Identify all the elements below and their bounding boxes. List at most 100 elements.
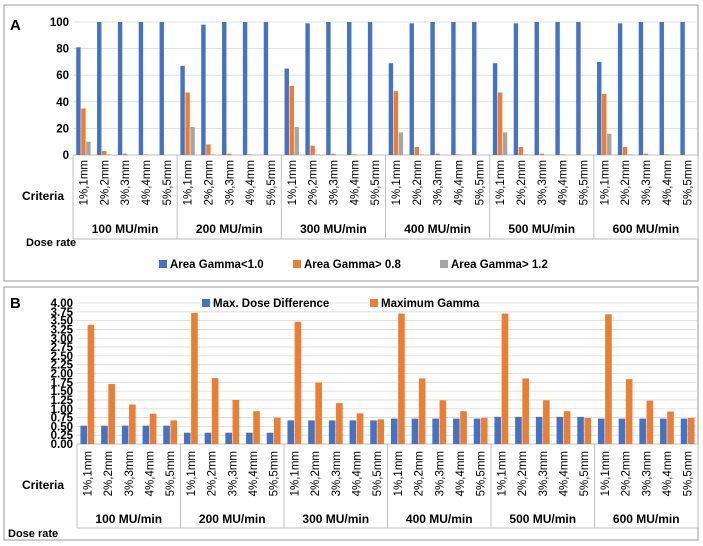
bar-area-gamma-1-2: [419, 154, 424, 155]
panel-b-frame: [3, 286, 699, 541]
bar-maximum-gamma: [191, 312, 198, 444]
bar-area-gamma-1-0: [138, 22, 144, 155]
x-criteria-label: 2%,2mm: [516, 160, 528, 205]
bar-max-dose-difference: [680, 418, 688, 444]
bar-max-dose-difference: [308, 420, 315, 444]
bar-area-gamma-1-0: [472, 22, 477, 155]
bar-area-gamma-1-0: [513, 23, 519, 155]
bar-area-gamma-0-8: [539, 153, 544, 155]
bar-maximum-gamma: [273, 417, 281, 444]
y-tick-label: 0.25: [51, 430, 74, 442]
bar-area-gamma-1-0: [367, 22, 373, 155]
x-criteria-label: 1%,1mm: [393, 451, 405, 496]
bar-area-gamma-1-0: [597, 61, 602, 155]
bar-area-gamma-1-0: [222, 22, 227, 155]
x-criteria-label: 1%,1mm: [78, 160, 90, 205]
bar-area-gamma-1-0: [659, 22, 664, 155]
bar-area-gamma-1-0: [326, 22, 331, 155]
x-criteria-label: 1%,1mm: [82, 451, 94, 496]
x-criteria-label: 4%,4mm: [349, 160, 361, 205]
bar-area-gamma-1-0: [284, 68, 289, 155]
bar-area-gamma-1-0: [451, 22, 456, 155]
x-criteria-label: 1%,1mm: [495, 160, 507, 205]
bar-maximum-gamma: [377, 419, 385, 444]
x-criteria-label: 1%,1mm: [289, 451, 301, 496]
bar-maximum-gamma: [667, 411, 674, 444]
bar-maximum-gamma: [501, 313, 509, 444]
bar-area-gamma-0-8: [122, 153, 128, 155]
legend-swatch: [440, 260, 448, 268]
x-criteria-label: 5%,5mm: [266, 160, 278, 205]
bar-maximum-gamma: [336, 403, 343, 444]
panel-a-x-axis: 1%,1mm 2%,2mm 3%,3mm 4%,4mm 5%,5mm 1%,1mm 2%,2…: [72, 155, 699, 240]
bar-max-dose-difference: [163, 425, 170, 444]
bar-maximum-gamma: [315, 382, 322, 444]
bar-maximum-gamma: [294, 321, 302, 444]
legend-swatch: [202, 299, 210, 307]
panel-a-criteria-label: Criteria: [22, 189, 64, 203]
x-group-label: 400 MU/min: [406, 512, 473, 526]
x-criteria-label: 3%,3mm: [331, 451, 343, 496]
x-criteria-label: 5%,5mm: [579, 451, 591, 496]
y-tick-label: 3.50: [51, 316, 73, 328]
bar-area-gamma-0-8: [143, 154, 149, 155]
x-criteria-label: 5%,5mm: [370, 160, 382, 205]
y-tick-label: 3.00: [51, 333, 73, 345]
panel-a-bars: [76, 22, 685, 156]
x-criteria-label: 4%,4mm: [144, 451, 156, 496]
bar-max-dose-difference: [432, 418, 439, 444]
bar-max-dose-difference: [535, 416, 543, 444]
bar-area-gamma-1-0: [617, 23, 623, 155]
bar-maximum-gamma: [563, 411, 571, 444]
bar-area-gamma-0-8: [102, 151, 107, 155]
bar-maximum-gamma: [232, 399, 240, 444]
bar-area-gamma-1-0: [97, 22, 102, 155]
bar-maximum-gamma: [108, 384, 115, 444]
x-criteria-label: 3%,3mm: [641, 160, 653, 205]
panel-a-letter: A: [10, 17, 21, 34]
x-criteria-label: 5%,5mm: [683, 451, 695, 496]
panel-b: B 0.000.250.500.751.001.251.501.752.002.…: [3, 286, 699, 541]
y-tick-label: 1.25: [51, 395, 74, 407]
y-tick-label: 0: [63, 150, 69, 162]
y-tick-label: 0.75: [51, 413, 74, 425]
x-criteria-label: 2%,2mm: [203, 160, 215, 205]
bar-area-gamma-1-0: [534, 22, 539, 155]
x-group-label: 600 MU/min: [613, 222, 680, 236]
panel-b-dose-rate-label: Dose rate: [8, 528, 58, 540]
bar-max-dose-difference: [142, 425, 150, 444]
x-criteria-label: 5%,5mm: [372, 451, 384, 496]
bar-max-dose-difference: [246, 432, 253, 444]
bar-area-gamma-1-0: [180, 65, 185, 155]
x-criteria-label: 4%,4mm: [558, 160, 570, 205]
y-tick-label: 60: [56, 70, 69, 82]
x-group-label: 200 MU/min: [196, 222, 263, 236]
bar-area-gamma-1-0: [638, 22, 644, 155]
panel-a: A 0 20 40 60 80 100 1%,1mm 2%,2mm 3%,3mm 4%,4mm 5…: [3, 4, 699, 282]
x-criteria-label: 5%,5mm: [269, 451, 281, 496]
bar-max-dose-difference: [370, 420, 377, 444]
x-criteria-label: 2%,2mm: [308, 160, 320, 205]
bar-area-gamma-1-0: [388, 63, 394, 156]
x-criteria-label: 4%,4mm: [351, 451, 363, 496]
x-criteria-label: 3%,3mm: [538, 451, 550, 496]
x-criteria-label: 5%,5mm: [474, 160, 486, 205]
legend-label: Area Gamma<1.0: [170, 259, 264, 271]
bar-max-dose-difference: [577, 416, 584, 444]
bar-maximum-gamma: [170, 420, 178, 444]
bar-maximum-gamma: [356, 413, 364, 444]
bar-area-gamma-0-8: [81, 108, 86, 155]
x-criteria-label: 1%,1mm: [599, 160, 611, 205]
x-group-label: 500 MU/min: [509, 512, 576, 526]
x-criteria-label: 4%,4mm: [558, 451, 570, 496]
bar-area-gamma-1-2: [315, 154, 320, 155]
x-criteria-label: 4%,4mm: [455, 451, 467, 496]
bar-area-gamma-1-0: [680, 22, 685, 155]
bar-area-gamma-0-8: [456, 154, 461, 155]
bar-area-gamma-1-2: [211, 154, 216, 155]
bar-area-gamma-1-0: [555, 22, 560, 155]
x-criteria-label: 4%,4mm: [662, 451, 674, 496]
bar-area-gamma-1-2: [398, 132, 404, 155]
bar-area-gamma-0-8: [664, 154, 669, 155]
bar-maximum-gamma: [522, 378, 529, 444]
